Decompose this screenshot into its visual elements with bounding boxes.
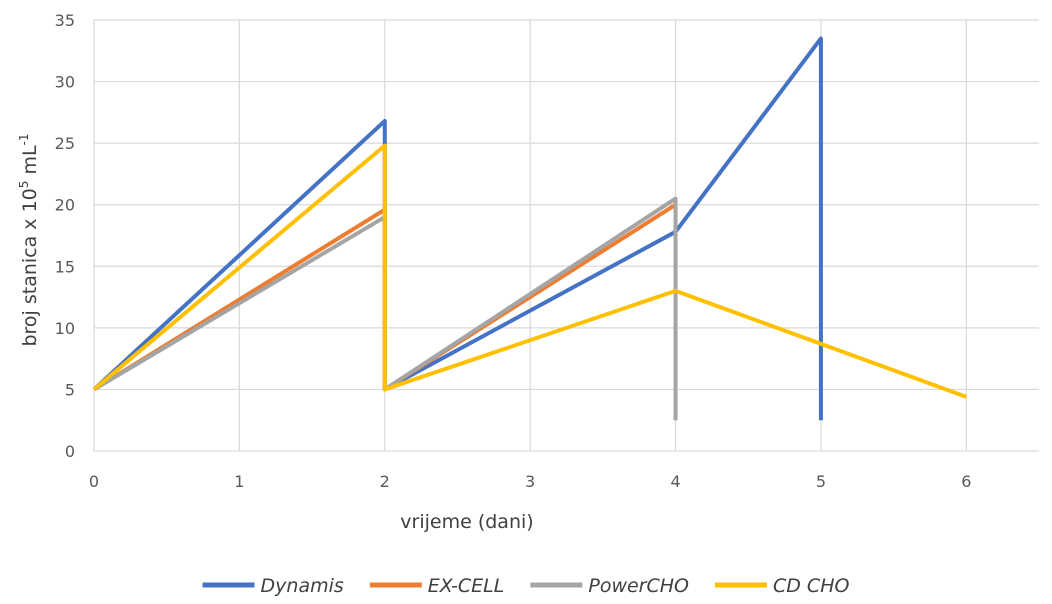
x-tick-label: 6: [961, 472, 971, 491]
series-line-dynamis: [92, 36, 823, 421]
x-tick-label: 4: [670, 472, 680, 491]
x-tick-label: 1: [234, 472, 244, 491]
y-tick-label: 5: [65, 380, 75, 399]
y-tick-label: 20: [55, 196, 75, 215]
y-tick-label: 0: [65, 442, 75, 461]
gridlines: [93, 19, 1039, 452]
x-axis-title: vrijeme (dani): [400, 511, 533, 533]
legend-label-dynamis: Dynamis: [261, 575, 344, 597]
legend: Dynamis EX-CELL PowerCHO CD CHO: [202, 575, 849, 597]
y-tick-label: 10: [55, 319, 75, 338]
legend-label-powercho: PowerCHO: [588, 575, 689, 597]
x-tick-label: 2: [380, 472, 390, 491]
y-tick-label: 25: [55, 134, 75, 153]
y-axis-ticks: 0 5 10 15 20 25 30 35: [55, 11, 75, 461]
y-tick-label: 35: [55, 11, 75, 30]
x-axis-ticks: 0 1 2 3 4 5 6: [89, 472, 971, 491]
y-axis-title-main: broj stanica x 10: [19, 188, 41, 346]
y-axis-title-exp1: 5: [17, 181, 31, 189]
series-line-cd-cho: [92, 143, 967, 399]
legend-label-cd-cho: CD CHO: [773, 575, 849, 597]
series-lines: [92, 36, 967, 421]
y-tick-label: 15: [55, 257, 75, 276]
legend-label-ex-cell: EX-CELL: [428, 575, 505, 597]
y-axis-title-unit: mL: [19, 145, 41, 181]
y-axis-title-exp2: -1: [17, 133, 31, 145]
y-axis-title: broj stanica x 105 mL-1: [17, 133, 41, 346]
x-tick-label: 5: [816, 472, 826, 491]
x-tick-label: 3: [525, 472, 535, 491]
x-tick-label: 0: [89, 472, 99, 491]
y-tick-label: 30: [55, 73, 75, 92]
